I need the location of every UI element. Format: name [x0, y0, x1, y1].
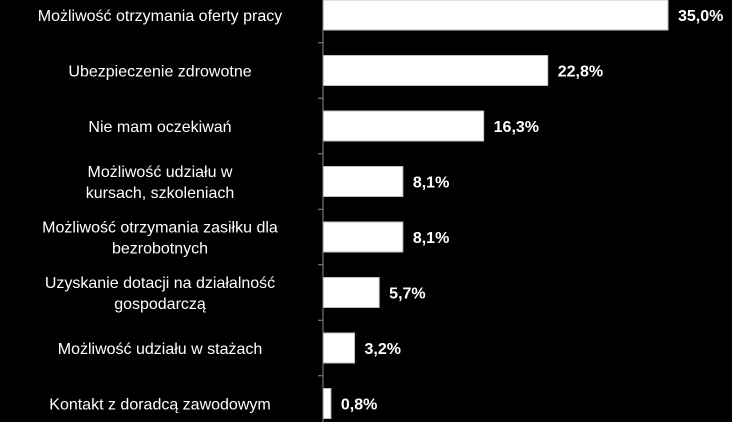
bar — [322, 388, 332, 419]
category-label-line: bezrobotnych — [112, 241, 208, 258]
data-label: 5,7% — [389, 286, 425, 303]
category-label-line: Możliwość udziału w stażach — [58, 341, 263, 358]
data-label: 0,8% — [341, 397, 377, 414]
bar — [322, 166, 404, 197]
data-label: 35,0% — [678, 8, 723, 25]
category-label: Możliwość otrzymania zasiłku dla bezrobot… — [42, 220, 278, 258]
category-label: Ubezpieczenie zdrowotne — [68, 64, 251, 81]
data-label: 3,2% — [365, 341, 401, 358]
category-label-line: Możliwość udziału w — [88, 164, 233, 181]
bar — [322, 110, 485, 142]
category-label-line: Ubezpieczenie zdrowotne — [68, 64, 251, 81]
bars-group — [322, 0, 669, 419]
category-label: Możliwość udziału w kursach, szkoleniach — [86, 164, 235, 202]
category-label: Kontakt z doradcą zawodowym — [49, 397, 270, 414]
category-label: Możliwość udziału w stażach — [58, 341, 263, 358]
data-label: 16,3% — [494, 119, 539, 136]
category-label-line: Możliwość otrzymania oferty pracy — [38, 8, 283, 25]
category-label-line: Kontakt z doradcą zawodowym — [49, 397, 270, 414]
category-label-line: Możliwość otrzymania zasiłku dla — [42, 220, 278, 237]
data-label: 22,8% — [558, 64, 603, 81]
category-labels-group: Możliwość otrzymania oferty pracy Ubezpie… — [38, 8, 283, 414]
category-label: Nie mam oczekiwań — [88, 119, 231, 136]
category-label: Możliwość otrzymania oferty pracy — [38, 8, 283, 25]
category-label: Uzyskanie dotacji na działalność gospodar… — [45, 275, 275, 313]
data-label: 8,1% — [413, 230, 449, 247]
category-label-line: gospodarczą — [114, 296, 206, 313]
category-label-line: kursach, szkoleniach — [86, 185, 235, 202]
axis-group — [318, 0, 324, 422]
bar — [322, 277, 380, 308]
bar — [322, 221, 404, 253]
bar — [322, 332, 356, 364]
bar — [322, 0, 669, 31]
data-label: 8,1% — [413, 175, 449, 192]
category-label-line: Nie mam oczekiwań — [88, 119, 231, 136]
bar — [322, 55, 549, 86]
value-labels-group: 35,0% 22,8% 16,3% 8,1% 8,1% 5,7% 3,2% 0,8% — [341, 8, 723, 414]
category-label-line: Uzyskanie dotacji na działalność — [45, 275, 275, 292]
